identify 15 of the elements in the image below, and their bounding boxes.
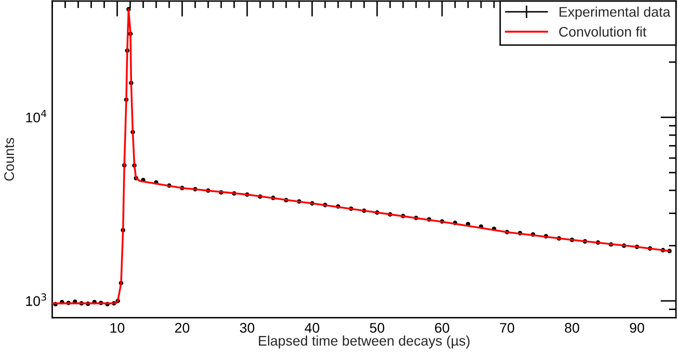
x-tick-label: 20 bbox=[175, 322, 190, 333]
legend-label: Experimental data bbox=[560, 6, 670, 20]
x-tick-label: 10 bbox=[110, 322, 124, 333]
x-tick-label: 30 bbox=[240, 322, 254, 333]
legend-label: Convolution fit bbox=[559, 26, 646, 37]
x-tick-label: 60 bbox=[435, 322, 450, 333]
x-tick-label: 90 bbox=[630, 322, 644, 333]
y-tick-label: 10$^{4}$ bbox=[26, 110, 46, 122]
y-axis-title: Counts bbox=[4, 138, 14, 181]
x-axis-title: Elapsed time between decays (µs) bbox=[258, 336, 470, 348]
x-tick-label: 70 bbox=[500, 322, 514, 333]
y-tick-label: 10$^{3}$ bbox=[26, 293, 46, 306]
x-tick-label: 50 bbox=[370, 322, 384, 333]
x-tick-label: 80 bbox=[564, 322, 580, 333]
x-tick-label: 40 bbox=[304, 322, 320, 333]
